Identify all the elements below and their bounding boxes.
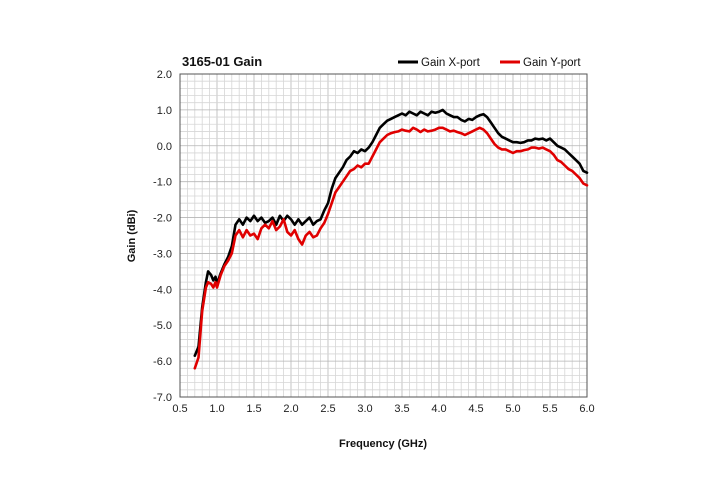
y-tick-label: -7.0 — [153, 392, 172, 404]
grid — [179, 73, 588, 398]
y-tick-label: 0.0 — [157, 141, 172, 153]
legend-label-x-port: Gain X-port — [421, 57, 481, 69]
x-tick-label: 2.0 — [283, 403, 298, 415]
y-tick-label: -3.0 — [153, 248, 172, 260]
y-tick-label: -1.0 — [153, 177, 172, 189]
y-tick-label: 2.0 — [157, 69, 172, 81]
x-axis-title: Frequency (GHz) — [339, 438, 427, 450]
series-layer — [193, 108, 589, 370]
y-tick-label: -6.0 — [153, 356, 172, 368]
legend-label-y-port: Gain Y-port — [523, 57, 581, 69]
x-tick-label: 6.0 — [579, 403, 594, 415]
y-tick-label: 1.0 — [157, 105, 172, 117]
x-tick-label: 4.5 — [468, 403, 483, 415]
series-line-y-port — [193, 126, 589, 370]
y-tick-label: -5.0 — [153, 320, 172, 332]
x-tick-label: 3.5 — [394, 403, 409, 415]
x-tick-label: 4.0 — [431, 403, 446, 415]
series-line-x-port — [193, 108, 589, 358]
x-tick-label: 2.5 — [320, 403, 335, 415]
x-tick-label: 3.0 — [357, 403, 372, 415]
chart-title: 3165-01 Gain — [182, 54, 262, 69]
plot-area-border — [179, 73, 588, 398]
y-axis-title: Gain (dBi) — [126, 209, 138, 262]
x-tick-label: 1.0 — [209, 403, 224, 415]
x-tick-label: 5.0 — [505, 403, 520, 415]
legend: Gain X-port Gain Y-port — [398, 57, 581, 69]
y-tick-label: -2.0 — [153, 213, 172, 225]
x-tick-label: 5.5 — [542, 403, 557, 415]
tick-labels: 0.5 1.0 1.5 2.0 2.5 3.0 3.5 4.0 4.5 5.0 5.5 6.0 2.0 1… — [153, 69, 595, 415]
y-tick-label: -4.0 — [153, 284, 172, 296]
x-tick-label: 1.5 — [246, 403, 261, 415]
x-tick-label: 0.5 — [172, 403, 187, 415]
